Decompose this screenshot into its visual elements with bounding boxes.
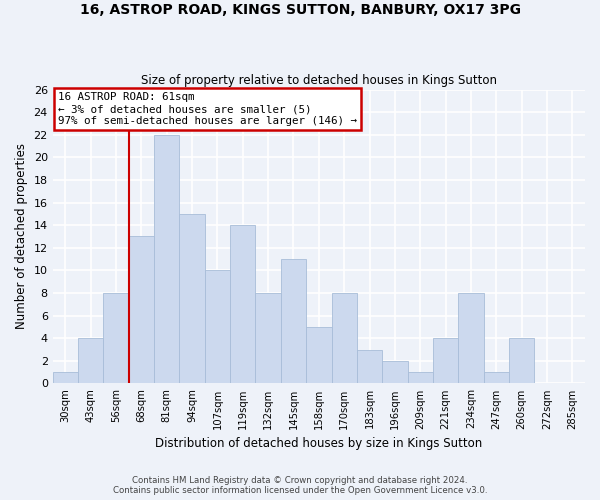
Bar [407,372,433,384]
Text: 16 ASTROP ROAD: 61sqm
← 3% of detached houses are smaller (5)
97% of semi-detach: 16 ASTROP ROAD: 61sqm ← 3% of detached h… [58,92,357,126]
Bar [433,338,458,384]
Bar [256,293,281,384]
Title: Size of property relative to detached houses in Kings Sutton: Size of property relative to detached ho… [141,74,497,87]
Text: 16, ASTROP ROAD, KINGS SUTTON, BANBURY, OX17 3PG: 16, ASTROP ROAD, KINGS SUTTON, BANBURY, … [79,2,521,16]
Bar [103,293,129,384]
Bar [357,350,382,384]
Bar [53,372,78,384]
Bar [154,135,179,384]
Bar [78,338,103,384]
Text: Contains HM Land Registry data © Crown copyright and database right 2024.
Contai: Contains HM Land Registry data © Crown c… [113,476,487,495]
Bar [281,259,306,384]
Bar [332,293,357,384]
Bar [179,214,205,384]
Bar [129,236,154,384]
Y-axis label: Number of detached properties: Number of detached properties [15,144,28,330]
Bar [382,361,407,384]
Bar [484,372,509,384]
Bar [306,327,332,384]
Bar [230,225,256,384]
Bar [458,293,484,384]
X-axis label: Distribution of detached houses by size in Kings Sutton: Distribution of detached houses by size … [155,437,482,450]
Bar [205,270,230,384]
Bar [509,338,535,384]
